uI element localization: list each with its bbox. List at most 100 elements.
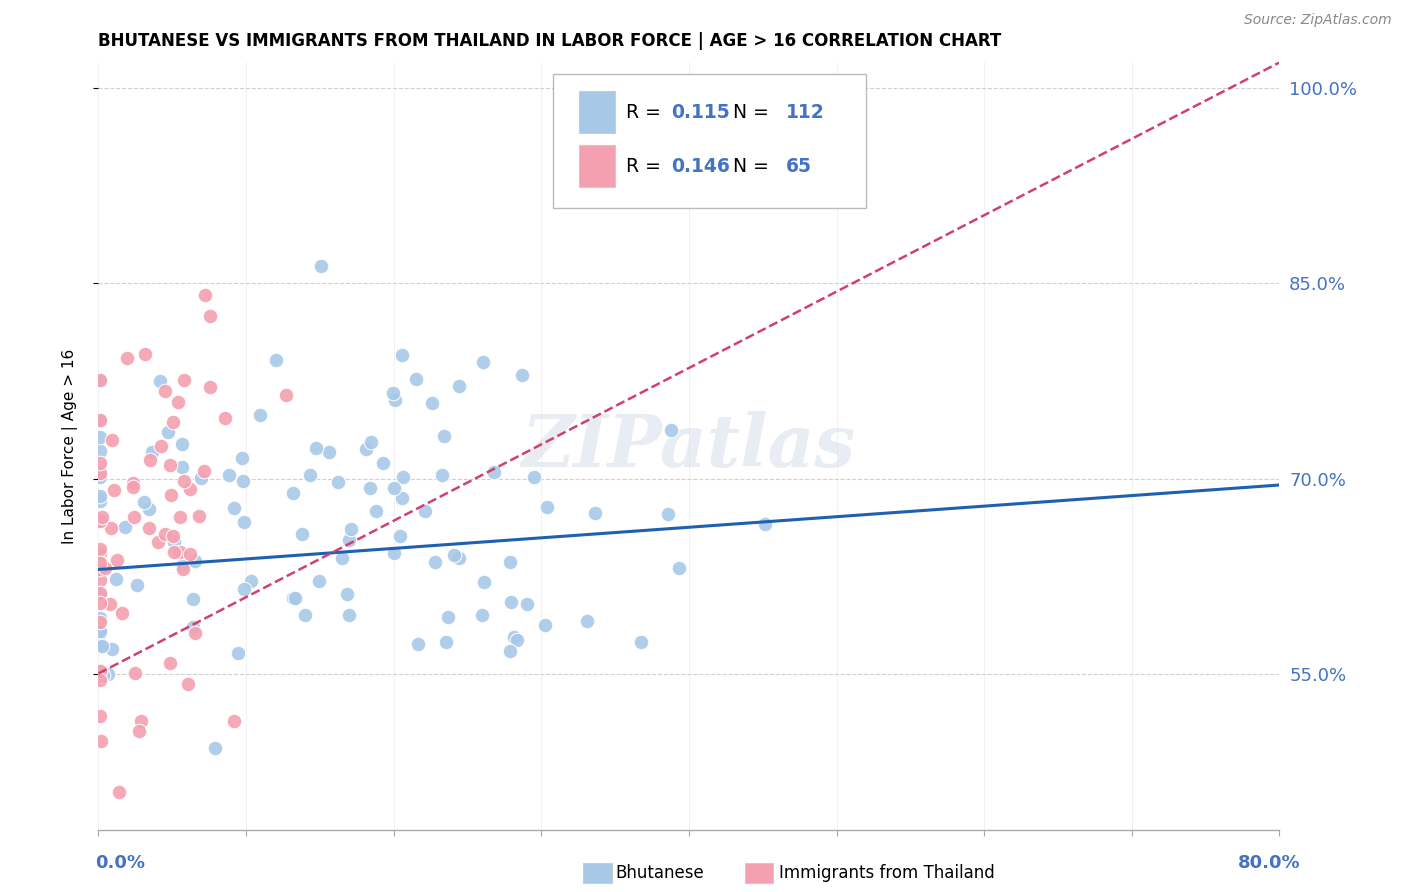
Point — [89, 514, 111, 528]
Text: 80.0%: 80.0% — [1237, 855, 1301, 872]
Point — [89, 573, 111, 587]
Point — [89, 430, 111, 444]
Point — [283, 591, 305, 605]
Point — [392, 470, 415, 484]
Point — [503, 630, 526, 644]
Point — [100, 520, 122, 534]
Point — [153, 384, 176, 398]
Point — [159, 488, 181, 502]
Y-axis label: In Labor Force | Age > 16: In Labor Force | Age > 16 — [62, 349, 77, 543]
Point — [125, 578, 148, 592]
Point — [194, 287, 217, 301]
Point — [170, 459, 193, 474]
Point — [141, 445, 163, 459]
Point — [630, 634, 652, 648]
Point — [167, 395, 190, 409]
Point — [305, 441, 328, 455]
Point — [89, 615, 111, 630]
Point — [177, 676, 200, 690]
Point — [139, 453, 162, 467]
Point — [284, 591, 307, 605]
Text: R =: R = — [626, 103, 668, 122]
Point — [122, 510, 145, 524]
Point — [181, 591, 204, 606]
Point — [90, 509, 112, 524]
Point — [447, 551, 470, 566]
Point — [163, 544, 186, 558]
Point — [138, 521, 160, 535]
Point — [668, 561, 690, 575]
Point — [231, 451, 253, 466]
Point — [89, 489, 111, 503]
Point — [156, 425, 179, 439]
Point — [124, 665, 146, 680]
Point — [198, 380, 221, 394]
Text: ZIPatlas: ZIPatlas — [522, 410, 856, 482]
Point — [337, 533, 360, 548]
Text: N =: N = — [714, 156, 775, 176]
Point — [423, 555, 446, 569]
Point — [309, 259, 332, 273]
Point — [264, 353, 287, 368]
Point — [128, 723, 150, 738]
Point — [754, 516, 776, 531]
Point — [420, 395, 443, 409]
Point — [391, 491, 413, 506]
Point — [294, 607, 316, 622]
Point — [499, 595, 522, 609]
Point — [360, 435, 382, 450]
Point — [89, 561, 111, 575]
Point — [359, 481, 381, 495]
Text: N =: N = — [714, 103, 775, 122]
Point — [94, 560, 117, 574]
Point — [430, 467, 453, 482]
Point — [162, 415, 184, 429]
Point — [89, 556, 111, 570]
Point — [534, 618, 557, 632]
Point — [384, 393, 406, 408]
Point — [413, 503, 436, 517]
Point — [89, 412, 111, 426]
Point — [169, 510, 191, 524]
Point — [190, 471, 212, 485]
Point — [89, 708, 111, 723]
Point — [433, 428, 456, 442]
Point — [340, 522, 363, 536]
Point — [330, 551, 353, 566]
Point — [434, 634, 457, 648]
Point — [89, 494, 111, 508]
Point — [214, 410, 236, 425]
Point — [138, 501, 160, 516]
Point — [657, 507, 679, 521]
Point — [89, 586, 111, 600]
Point — [204, 740, 226, 755]
Point — [159, 656, 181, 670]
Point — [169, 545, 191, 559]
Point — [179, 547, 201, 561]
Point — [482, 466, 505, 480]
Point — [583, 506, 606, 520]
Point — [382, 481, 405, 495]
Point — [336, 587, 359, 601]
Point — [134, 347, 156, 361]
Point — [89, 555, 111, 569]
Point — [371, 456, 394, 470]
Point — [89, 557, 111, 571]
Point — [172, 562, 194, 576]
Point — [179, 482, 201, 496]
Point — [222, 501, 245, 516]
Bar — [579, 91, 614, 134]
Point — [575, 614, 598, 628]
Text: BHUTANESE VS IMMIGRANTS FROM THAILAND IN LABOR FORCE | AGE > 16 CORRELATION CHAR: BHUTANESE VS IMMIGRANTS FROM THAILAND IN… — [98, 32, 1001, 50]
Point — [89, 514, 111, 528]
Point — [183, 625, 205, 640]
Point — [447, 379, 470, 393]
Point — [224, 714, 246, 728]
Point — [443, 548, 465, 562]
Point — [162, 529, 184, 543]
Point — [318, 445, 340, 459]
Point — [405, 372, 427, 386]
Point — [536, 500, 558, 514]
Point — [498, 555, 520, 569]
Point — [108, 785, 131, 799]
